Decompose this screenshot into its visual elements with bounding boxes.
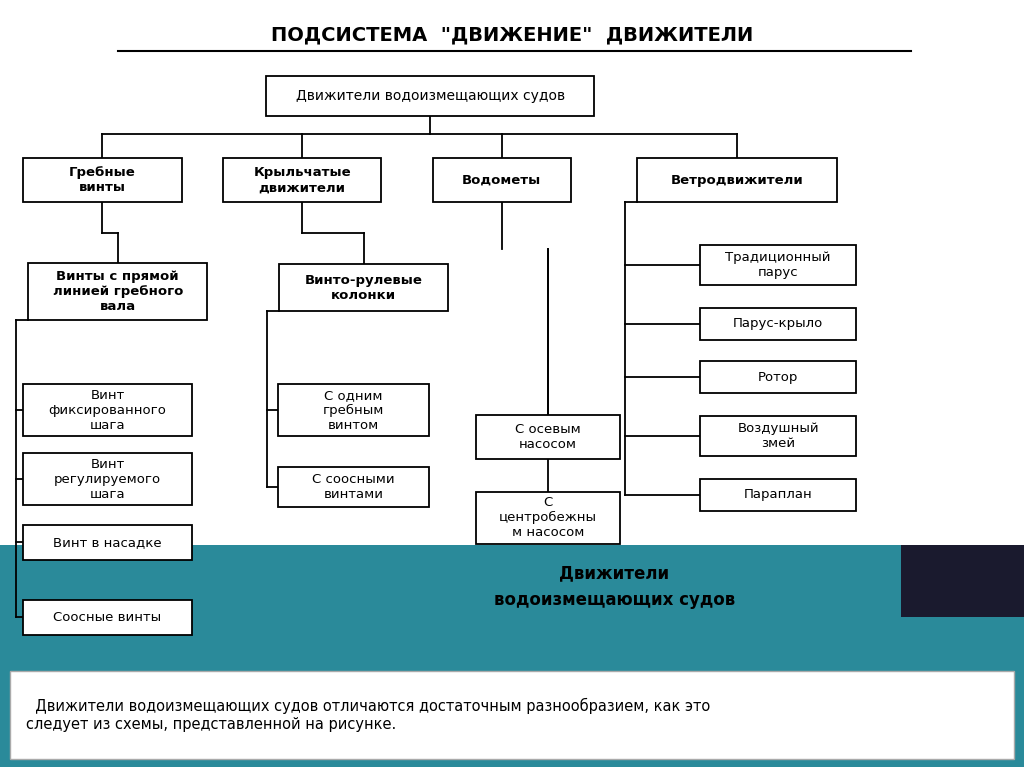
Text: Крыльчатые
движители: Крыльчатые движители bbox=[253, 166, 351, 194]
Text: С соосными
винтами: С соосными винтами bbox=[312, 473, 394, 501]
FancyBboxPatch shape bbox=[23, 453, 193, 505]
Text: Винты с прямой
линией гребного
вала: Винты с прямой линией гребного вала bbox=[52, 270, 183, 313]
Text: Ротор: Ротор bbox=[758, 371, 799, 384]
Text: С
центробежны
м насосом: С центробежны м насосом bbox=[499, 496, 597, 539]
FancyBboxPatch shape bbox=[476, 415, 620, 459]
Text: ПОДСИСТЕМА  "ДВИЖЕНИЕ"  ДВИЖИТЕЛИ: ПОДСИСТЕМА "ДВИЖЕНИЕ" ДВИЖИТЕЛИ bbox=[271, 25, 753, 44]
Text: Движители водоизмещающих судов: Движители водоизмещающих судов bbox=[296, 89, 564, 103]
Text: Параплан: Параплан bbox=[743, 489, 813, 501]
FancyBboxPatch shape bbox=[700, 479, 856, 511]
FancyBboxPatch shape bbox=[278, 467, 429, 507]
FancyBboxPatch shape bbox=[10, 671, 1014, 759]
Text: Винт
регулируемого
шага: Винт регулируемого шага bbox=[54, 458, 161, 501]
FancyBboxPatch shape bbox=[23, 600, 193, 635]
Text: Традиционный
парус: Традиционный парус bbox=[725, 251, 831, 278]
Text: Движители водоизмещающих судов отличаются достаточным разнообразием, как это
сле: Движители водоизмещающих судов отличаютс… bbox=[26, 698, 710, 732]
FancyBboxPatch shape bbox=[278, 384, 429, 436]
FancyBboxPatch shape bbox=[23, 525, 193, 560]
FancyBboxPatch shape bbox=[637, 158, 837, 202]
FancyBboxPatch shape bbox=[901, 545, 1024, 617]
Text: Соосные винты: Соосные винты bbox=[53, 611, 162, 624]
Text: Винто-рулевые
колонки: Винто-рулевые колонки bbox=[304, 274, 423, 301]
FancyBboxPatch shape bbox=[266, 76, 594, 116]
FancyBboxPatch shape bbox=[23, 384, 193, 436]
Text: С осевым
насосом: С осевым насосом bbox=[515, 423, 581, 451]
Text: Водометы: Водометы bbox=[462, 174, 542, 186]
Text: Винт
фиксированного
шага: Винт фиксированного шага bbox=[48, 389, 167, 432]
FancyBboxPatch shape bbox=[432, 158, 571, 202]
Text: Гребные
винты: Гребные винты bbox=[69, 166, 136, 194]
FancyBboxPatch shape bbox=[476, 492, 620, 544]
FancyBboxPatch shape bbox=[700, 308, 856, 340]
FancyBboxPatch shape bbox=[700, 245, 856, 285]
Text: Парус-крыло: Парус-крыло bbox=[733, 318, 823, 330]
FancyBboxPatch shape bbox=[222, 158, 381, 202]
FancyBboxPatch shape bbox=[700, 361, 856, 393]
FancyBboxPatch shape bbox=[24, 158, 182, 202]
Text: Винт в насадке: Винт в насадке bbox=[53, 536, 162, 548]
Text: С одним
гребным
винтом: С одним гребным винтом bbox=[323, 389, 384, 432]
Text: Ветродвижители: Ветродвижители bbox=[671, 174, 804, 186]
FancyBboxPatch shape bbox=[279, 264, 449, 311]
Text: Движители
водоизмещающих судов: Движители водоизмещающих судов bbox=[494, 565, 735, 609]
FancyBboxPatch shape bbox=[700, 416, 856, 456]
FancyBboxPatch shape bbox=[0, 545, 1024, 767]
Text: Воздушный
змей: Воздушный змей bbox=[737, 422, 819, 449]
FancyBboxPatch shape bbox=[29, 262, 207, 321]
